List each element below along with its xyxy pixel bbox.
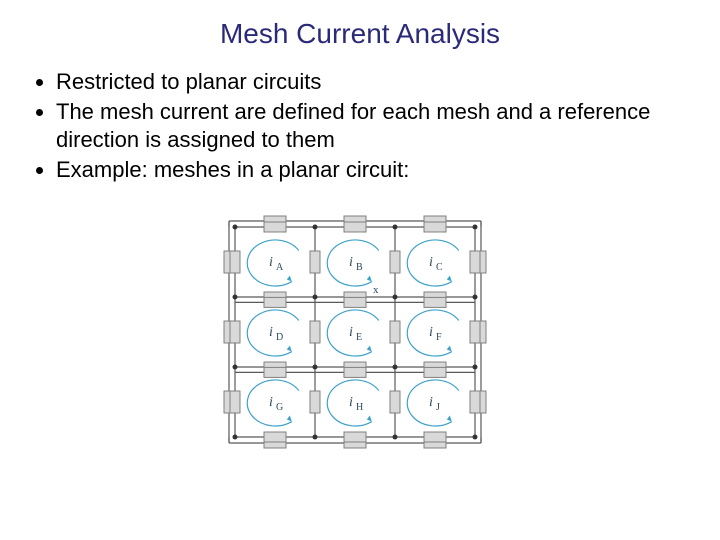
- bullet-item: Example: meshes in a planar circuit:: [56, 156, 692, 184]
- svg-text:i: i: [429, 395, 433, 410]
- svg-text:i: i: [269, 395, 273, 410]
- svg-text:i: i: [269, 255, 273, 270]
- svg-text:F: F: [436, 332, 442, 343]
- svg-text:i: i: [349, 255, 353, 270]
- bullet-item: Restricted to planar circuits: [56, 68, 692, 96]
- bullet-list: Restricted to planar circuits The mesh c…: [34, 68, 692, 185]
- svg-text:G: G: [276, 402, 283, 413]
- svg-text:J: J: [436, 402, 440, 413]
- svg-text:i: i: [429, 325, 433, 340]
- svg-text:i: i: [429, 255, 433, 270]
- svg-text:B: B: [356, 262, 363, 273]
- svg-text:E: E: [356, 332, 362, 343]
- svg-text:C: C: [436, 262, 443, 273]
- diagram-container: iAiBiCiDiEiFiGiHiJx: [28, 207, 692, 466]
- page-title: Mesh Current Analysis: [28, 18, 692, 50]
- svg-text:i: i: [349, 325, 353, 340]
- svg-text:A: A: [276, 262, 284, 273]
- svg-text:D: D: [276, 332, 283, 343]
- svg-text:i: i: [349, 395, 353, 410]
- slide: Mesh Current Analysis Restricted to plan…: [0, 0, 720, 540]
- svg-text:x: x: [373, 284, 379, 296]
- bullet-item: The mesh current are defined for each me…: [56, 98, 692, 154]
- svg-text:H: H: [356, 402, 363, 413]
- svg-text:i: i: [269, 325, 273, 340]
- mesh-circuit-diagram: iAiBiCiDiEiFiGiHiJx: [215, 207, 505, 461]
